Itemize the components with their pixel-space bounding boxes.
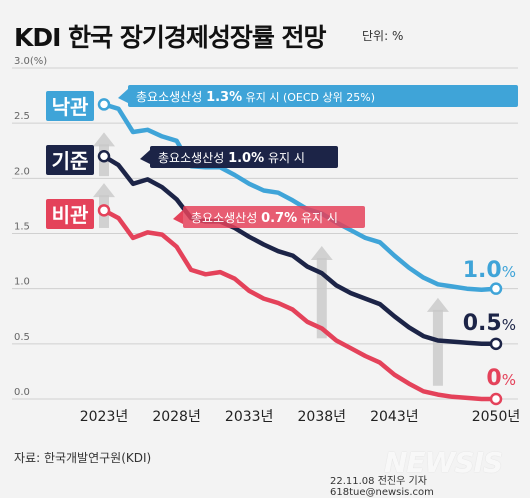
series-lines xyxy=(97,98,503,406)
series-line xyxy=(101,102,499,293)
scenario-label: 낙관 xyxy=(52,95,89,119)
series-start-marker xyxy=(97,204,111,217)
scenario-label-box xyxy=(46,199,94,229)
scenario-arrow-head xyxy=(93,132,115,147)
scenario-label-box xyxy=(46,145,94,175)
scenario-label-box xyxy=(46,91,94,121)
annotation-pointer xyxy=(118,89,128,103)
series-start-marker xyxy=(97,98,111,111)
annotation-box xyxy=(183,206,365,228)
x-tick-label: 2033년 xyxy=(225,409,274,425)
chart-title: KDI 한국 장기경제성장률 전망 xyxy=(14,23,327,52)
x-tick-label: 2038년 xyxy=(298,409,347,425)
annotation-text: 총요소생산성 1.0% 유지 시 xyxy=(158,151,305,166)
y-tick-label: 0.0 xyxy=(14,387,30,398)
series-end-marker xyxy=(489,337,503,351)
y-tick-label: 2.5 xyxy=(14,111,30,122)
scenario-arrow-head xyxy=(310,246,333,261)
scenario-callouts: 낙관 총요소생산성 1.3% 유지 시 (OECD 상위 25%)1.0%기준 총요… xyxy=(46,85,518,391)
scenario-label: 기준 xyxy=(52,149,89,173)
annotation-text: 총요소생산성 1.3% 유지 시 (OECD 상위 25%) xyxy=(136,90,375,105)
y-tick-label: 2.0 xyxy=(14,166,30,177)
series-start-marker xyxy=(97,150,111,163)
series-end-marker xyxy=(489,282,503,295)
source-note: 자료: 한국개발연구원(KDI) xyxy=(14,451,152,465)
y-tick-label: 3.0(%) xyxy=(14,56,47,67)
x-tick-label: 2050년 xyxy=(472,409,521,425)
newsis-watermark: NEWSIS xyxy=(384,446,503,479)
annotation-pointer xyxy=(173,210,183,224)
x-tick-label: 2023년 xyxy=(80,409,129,425)
annotation-text: 총요소생산성 0.7% 유지 시 xyxy=(191,211,338,226)
end-value-label: 0.5% xyxy=(463,311,516,336)
scenario-arrow-head xyxy=(93,183,115,198)
annotation-box xyxy=(128,85,518,107)
y-tick-label: 1.5 xyxy=(14,222,30,233)
annotation-pointer xyxy=(140,150,150,164)
scenario-arrow-shaft xyxy=(432,309,443,386)
series-line xyxy=(101,208,499,402)
unit-label: 단위: % xyxy=(362,29,404,43)
credit-line: 22.11.08 전진우 기자 618tue@newsis.com xyxy=(330,476,434,498)
series-line xyxy=(101,154,499,347)
annotation-box xyxy=(150,146,338,168)
scenario-label: 비관 xyxy=(52,203,89,227)
x-tick-label: 2043년 xyxy=(370,409,419,425)
y-tick-label: 1.0 xyxy=(14,277,30,288)
end-value-label: 1.0% xyxy=(463,258,516,283)
scenario-arrow-head xyxy=(426,297,449,312)
scenario-arrow-shaft xyxy=(316,258,327,339)
end-value-label: 0% xyxy=(486,366,516,391)
series-end-marker xyxy=(489,392,503,406)
x-tick-label: 2028년 xyxy=(152,409,201,425)
x-axis-ticks: 2023년 2028년 2033년 2038년 2043년 2050년 xyxy=(80,409,521,425)
y-axis-ticks: 0.0 0.5 1.0 1.5 2.0 2.5 3.0(%) xyxy=(14,56,47,398)
y-tick-label: 0.5 xyxy=(14,332,30,343)
